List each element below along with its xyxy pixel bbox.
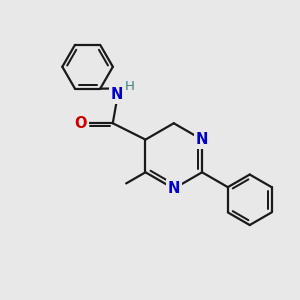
Text: N: N xyxy=(196,132,208,147)
Text: H: H xyxy=(125,80,135,93)
Text: N: N xyxy=(111,87,123,102)
Text: O: O xyxy=(75,116,87,131)
Text: N: N xyxy=(168,181,180,196)
